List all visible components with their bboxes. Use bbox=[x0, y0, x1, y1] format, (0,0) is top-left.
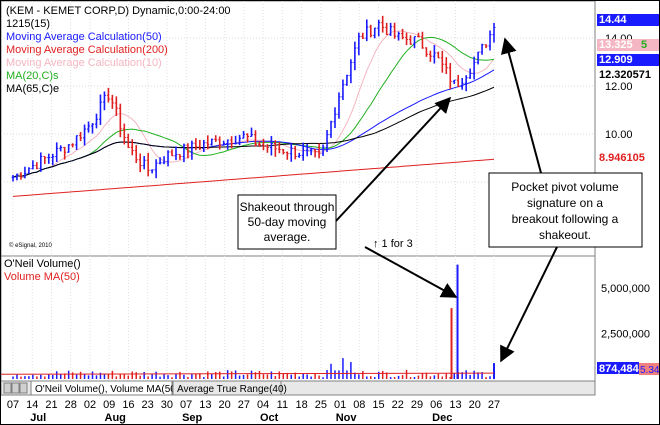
ma10-line bbox=[12, 30, 495, 178]
ma65-line bbox=[12, 86, 495, 178]
price-tag-text: 8.946105 bbox=[599, 152, 645, 164]
price-tags: 14.44 13.325 5 12.909 12.320571 8.946105 bbox=[597, 14, 659, 164]
study-label: Moving Average Calculation(50) bbox=[6, 31, 162, 43]
volume-tick-label: 2,500,000 bbox=[601, 329, 650, 341]
volume-tick-label: 5,000,000 bbox=[601, 283, 650, 295]
date-tick-label: 08 bbox=[353, 399, 365, 411]
date-tick-label: 07 bbox=[7, 399, 19, 411]
date-tick-label: 28 bbox=[65, 399, 77, 411]
date-tick-label: 25 bbox=[315, 399, 327, 411]
shakeout-text: Shakeout through 50-day moving average. bbox=[240, 200, 335, 244]
month-label: Nov bbox=[336, 412, 358, 424]
quote-label: 1215(15) bbox=[6, 18, 50, 30]
tab-atr[interactable]: Average True Range(40) bbox=[172, 380, 287, 396]
date-tick-label: 02 bbox=[84, 399, 96, 411]
price-tag-text: 12.909 bbox=[599, 54, 633, 66]
date-tick-label: 16 bbox=[122, 399, 134, 411]
date-tick-label: 06 bbox=[430, 399, 442, 411]
price-tag bbox=[597, 54, 659, 66]
date-tick-label: 14 bbox=[26, 399, 38, 411]
shakeout-callout: Shakeout through 50-day moving average. bbox=[237, 96, 458, 298]
tab-volume[interactable]: O'Neil Volume(), Volume MA(50) bbox=[30, 380, 179, 396]
month-label: Aug bbox=[105, 412, 126, 424]
month-label: Sep bbox=[182, 412, 202, 424]
volume-tags: 874,484 5.34 bbox=[597, 362, 659, 376]
volume-label: O'Neil Volume() bbox=[4, 258, 81, 270]
price-tick-label: 10.00 bbox=[605, 129, 633, 141]
price-bars bbox=[11, 15, 496, 182]
tab-volume-label: O'Neil Volume(), Volume MA(50) bbox=[35, 384, 179, 395]
moving-averages bbox=[12, 30, 495, 197]
price-tag-text: 14.44 bbox=[599, 14, 627, 26]
month-label: Jul bbox=[30, 412, 46, 424]
date-tick-label: 15 bbox=[372, 399, 384, 411]
date-tick-label: 18 bbox=[295, 399, 307, 411]
chart-title: (KEM - KEMET CORP,D) Dynamic,0:00-24:00 bbox=[6, 5, 231, 17]
volume-panel bbox=[1, 255, 596, 382]
date-tick-label: 20 bbox=[469, 399, 481, 411]
pocket-pivot-callout: Pocket pivot volume signature on a breakou… bbox=[488, 37, 643, 363]
price-tag bbox=[597, 14, 659, 26]
month-label: Dec bbox=[432, 412, 452, 424]
volume-axis: 5,000,000 2,500,000 bbox=[601, 283, 650, 340]
date-tick-label: 27 bbox=[488, 399, 500, 411]
date-tick-label: 21 bbox=[45, 399, 57, 411]
ma200-line bbox=[12, 158, 495, 197]
study-label: Moving Average Calculation(10) bbox=[6, 57, 162, 69]
date-tick-label: 09 bbox=[103, 399, 115, 411]
study-label: Moving Average Calculation(200) bbox=[6, 44, 168, 56]
volume-tag bbox=[597, 362, 639, 374]
study-label: MA(20,C)s bbox=[6, 70, 59, 82]
date-tick-label: 27 bbox=[238, 399, 250, 411]
volume-ma-label: Volume MA(50) bbox=[4, 271, 80, 283]
date-tick-label: 30 bbox=[161, 399, 173, 411]
price-tag bbox=[597, 152, 659, 164]
price-tag-overlay: 5 bbox=[641, 39, 647, 51]
date-tick-label: 11 bbox=[277, 399, 288, 411]
date-tick-label: 04 bbox=[257, 399, 269, 411]
date-tick-label: 01 bbox=[334, 399, 346, 411]
volume-bars bbox=[1, 264, 495, 379]
price-tag bbox=[597, 69, 659, 81]
price-tick-label: 12.00 bbox=[605, 81, 633, 93]
date-tick-label: 13 bbox=[199, 399, 211, 411]
price-tag-text: 13.325 bbox=[599, 39, 633, 51]
study-legend: Moving Average Calculation(50)Moving Ave… bbox=[6, 31, 168, 95]
tab-atr-label: Average True Range(40) bbox=[177, 384, 287, 395]
date-tick-label: 20 bbox=[219, 399, 231, 411]
month-label: Oct bbox=[260, 412, 279, 424]
date-tick-label: 13 bbox=[449, 399, 461, 411]
study-label: MA(65,C)e bbox=[6, 83, 59, 95]
esignal-credit: © eSignal, 2010 bbox=[9, 242, 52, 249]
volume-tag-text: 874,484 bbox=[599, 363, 640, 375]
volume-tag-text: 5.34 bbox=[640, 365, 659, 376]
date-tick-label: 22 bbox=[392, 399, 404, 411]
pocket-pivot-text: Pocket pivot volume signature on a breakou… bbox=[511, 180, 619, 242]
date-tick-label: 07 bbox=[180, 399, 192, 411]
price-tag bbox=[597, 39, 659, 51]
volume-ma-line bbox=[1, 372, 495, 375]
date-tick-label: 23 bbox=[142, 399, 154, 411]
date-tick-label: 29 bbox=[411, 399, 423, 411]
price-tag-text: 12.320571 bbox=[599, 69, 651, 81]
date-axis: 07 14 21 28 02 09 16 23 30 07 13 20 27 04 11 18 25 01 08 15… bbox=[7, 399, 500, 424]
split-note: ↑ 1 for 3 bbox=[373, 238, 413, 250]
volume-tag bbox=[639, 363, 659, 375]
scroll-arrows[interactable] bbox=[3, 382, 28, 394]
